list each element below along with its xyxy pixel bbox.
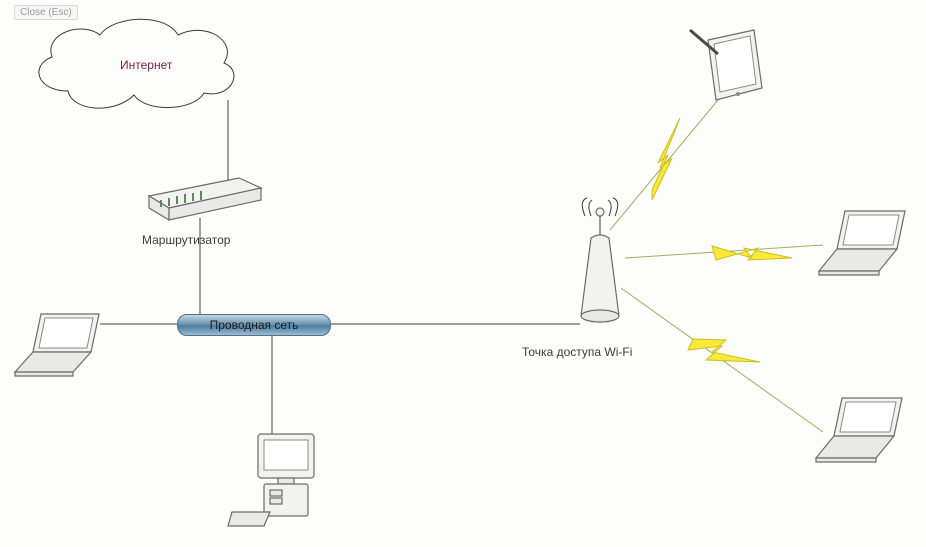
laptop-icon <box>817 205 915 279</box>
cloud-label: Интернет <box>120 58 172 72</box>
desktop-icon <box>228 432 328 532</box>
laptop-icon <box>13 308 108 380</box>
router-icon <box>143 170 263 225</box>
wired-network-pill: Проводная сеть <box>177 314 331 336</box>
bolt-icon <box>688 339 760 362</box>
wifi-ap-label: Точка доступа Wi-Fi <box>522 345 632 359</box>
diagram-canvas: Close (Esc) Интернет Маршрутизатор Пров <box>0 0 926 547</box>
wifi-ap-icon <box>573 198 643 333</box>
bolt-icon <box>652 118 680 200</box>
tablet-icon <box>688 28 768 113</box>
laptop-icon <box>814 392 912 466</box>
router-label: Маршрутизатор <box>142 233 230 247</box>
